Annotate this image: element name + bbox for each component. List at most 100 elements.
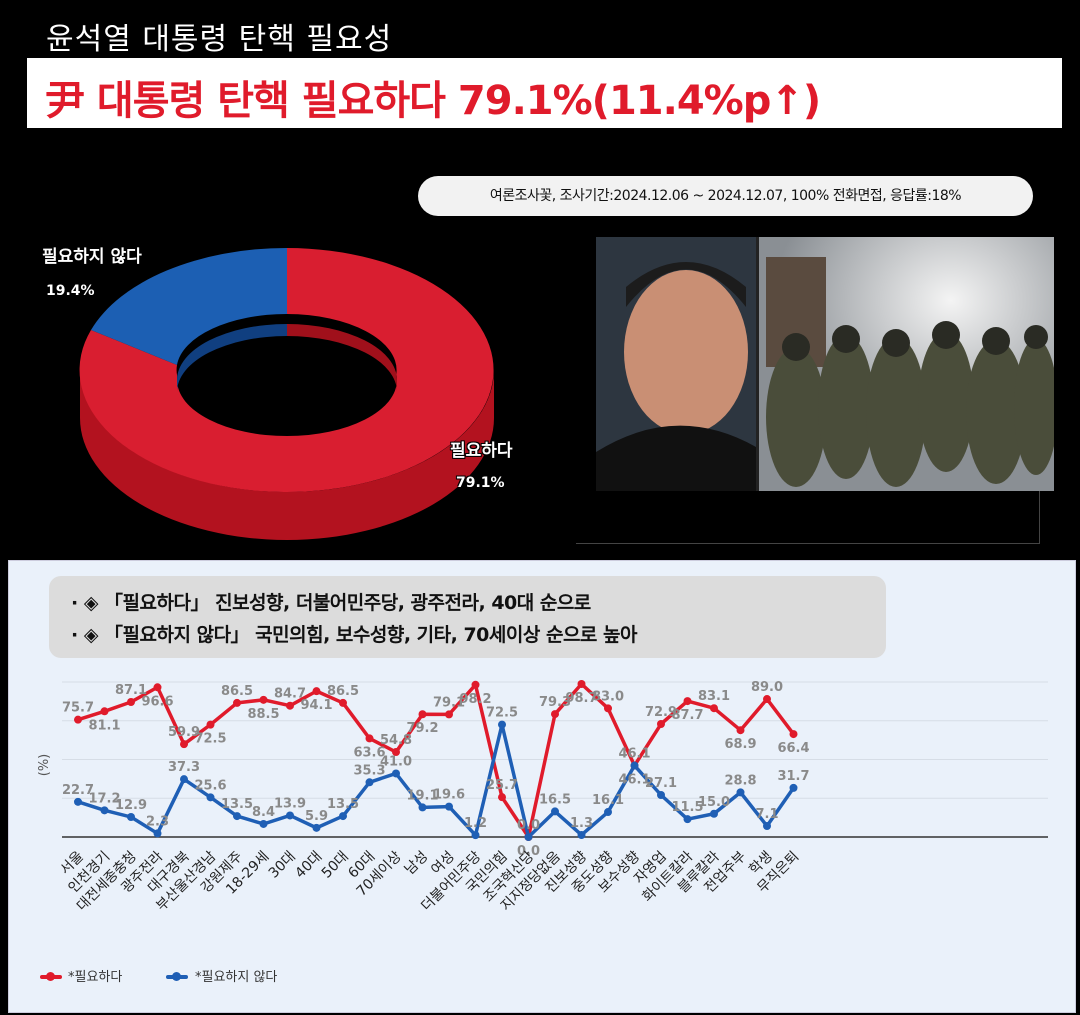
data-label: 79.2 xyxy=(406,721,438,736)
data-label: 19.6 xyxy=(433,788,465,803)
data-point xyxy=(445,710,453,719)
donut-side-red xyxy=(80,370,494,540)
data-point xyxy=(498,793,506,802)
legend-dot-no xyxy=(172,972,181,981)
data-point xyxy=(524,833,533,841)
data-label: 41.0 xyxy=(380,754,412,769)
data-label: 79.1 xyxy=(433,695,465,710)
data-point xyxy=(471,831,480,840)
data-point xyxy=(657,790,665,799)
data-label: 68.9 xyxy=(724,737,756,752)
data-label: 25.7 xyxy=(486,778,518,793)
data-label: 35.3 xyxy=(353,763,385,778)
data-point xyxy=(736,726,745,735)
data-label: 46.1 xyxy=(618,773,650,788)
data-label: 88.5 xyxy=(247,707,279,722)
data-label: 79.3 xyxy=(539,695,571,710)
data-label: 22.7 xyxy=(62,783,94,798)
data-label: 87.7 xyxy=(671,708,703,723)
series-line-1 xyxy=(77,722,795,839)
data-label: 72.9 xyxy=(645,705,677,720)
data-label: 13.5 xyxy=(327,797,359,812)
donut-hole-wall-red xyxy=(287,324,397,392)
photo-frame xyxy=(576,491,1040,544)
data-point xyxy=(74,797,82,806)
data-point xyxy=(418,710,427,719)
donut-hole-wall-blue xyxy=(177,324,287,392)
data-point xyxy=(551,710,559,719)
data-point xyxy=(392,769,400,778)
data-point xyxy=(710,809,718,818)
series-line-0 xyxy=(77,682,795,839)
donut-hole xyxy=(176,323,398,437)
data-point xyxy=(100,707,109,716)
data-label: 12.9 xyxy=(115,798,147,813)
pie-label-no: 필요하지 않다 xyxy=(42,247,142,267)
data-label: 87.1 xyxy=(115,683,147,698)
data-point xyxy=(339,698,347,707)
data-point xyxy=(365,778,374,787)
data-point xyxy=(233,812,241,821)
data-point xyxy=(153,683,162,692)
data-point xyxy=(180,740,188,749)
data-label: 0.0 xyxy=(517,844,540,859)
photo-illustration xyxy=(596,237,1054,491)
summary-box: · ◈ 「필요하다」 진보성향, 더불어민주당, 광주전라, 40대 순으로 ·… xyxy=(49,576,886,658)
data-label: 16.5 xyxy=(539,792,571,807)
data-label: 17.2 xyxy=(88,791,120,806)
data-point xyxy=(74,715,82,724)
data-point xyxy=(657,720,665,729)
data-point xyxy=(127,813,135,822)
category-label: 40대 xyxy=(292,849,325,882)
category-label: 남성 xyxy=(402,849,432,879)
category-label: 30대 xyxy=(266,849,299,882)
data-label: 46.1 xyxy=(618,747,650,762)
data-label: 25.6 xyxy=(194,778,226,793)
data-point xyxy=(206,720,215,729)
data-point xyxy=(180,775,188,784)
data-label: 19.1 xyxy=(406,788,438,803)
data-point xyxy=(259,819,268,828)
data-point xyxy=(100,806,109,815)
data-label: 83.1 xyxy=(698,689,730,704)
donut-3d xyxy=(79,247,494,540)
data-label: 31.7 xyxy=(777,769,809,784)
data-label: 86.5 xyxy=(327,684,359,699)
data-label: 81.1 xyxy=(88,718,120,733)
data-point xyxy=(365,734,374,743)
headline: 尹 대통령 탄핵 필요하다 79.1%(11.4%p↑) xyxy=(45,78,821,124)
data-label: 5.9 xyxy=(305,809,328,824)
data-point xyxy=(789,783,798,792)
page-title: 윤석열 대통령 탄핵 필요성 xyxy=(46,22,393,57)
data-label: 72.5 xyxy=(194,732,226,747)
data-label: 98.7 xyxy=(565,691,597,706)
data-label: 98.2 xyxy=(459,692,491,707)
pie-value-yes: 79.1% xyxy=(456,475,505,491)
headline-box: 尹 대통령 탄핵 필요하다 79.1%(11.4%p↑) xyxy=(27,58,1062,128)
legend-label-yes: *필요하다 xyxy=(68,970,123,985)
data-point xyxy=(604,704,612,713)
data-label: 16.1 xyxy=(592,793,624,808)
data-label: 89.0 xyxy=(751,680,783,695)
data-point xyxy=(577,680,586,689)
data-label: 59.9 xyxy=(168,725,200,740)
news-photo xyxy=(596,237,1054,491)
data-label: 1.3 xyxy=(570,816,593,831)
data-label: 37.3 xyxy=(168,760,200,775)
data-point xyxy=(206,793,215,802)
survey-info: 여론조사꽃, 조사기간:2024.12.06 ~ 2024.12.07, 100… xyxy=(418,176,1033,216)
data-label: 54.8 xyxy=(380,733,412,748)
data-label: 96.6 xyxy=(141,694,173,709)
data-point xyxy=(736,788,745,797)
data-point xyxy=(577,830,586,839)
data-label: 84.7 xyxy=(274,687,306,702)
data-label: 28.8 xyxy=(724,773,756,788)
data-point xyxy=(763,695,771,704)
data-label: 8.4 xyxy=(252,805,275,820)
data-label: 75.7 xyxy=(62,701,94,716)
y-axis-label: (%) xyxy=(37,754,52,777)
data-label: 63.6 xyxy=(353,745,385,760)
data-label: 2.3 xyxy=(146,814,169,829)
data-label: 86.5 xyxy=(221,684,253,699)
